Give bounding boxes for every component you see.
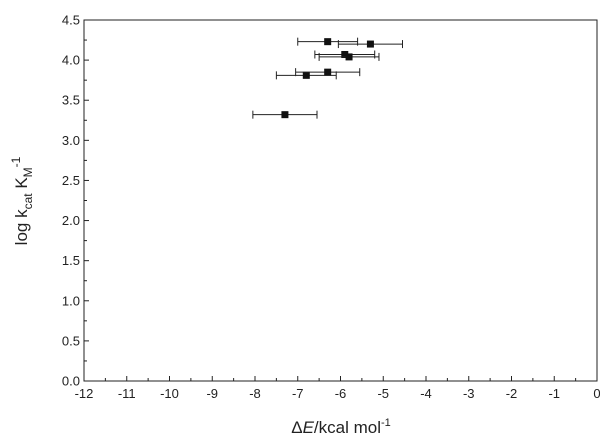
y-tick-label: 2.0 xyxy=(62,213,80,228)
y-tick-label: 4.0 xyxy=(62,53,80,68)
x-tick-label: 0 xyxy=(593,386,600,401)
y-tick-label: 4.5 xyxy=(62,13,80,28)
x-tick-label: -4 xyxy=(420,386,432,401)
square-marker xyxy=(345,53,353,61)
plot-frame xyxy=(83,19,598,382)
square-marker xyxy=(341,50,349,58)
plot-area-border xyxy=(83,19,598,382)
x-tick-label: -6 xyxy=(335,386,347,401)
data-points xyxy=(252,37,403,119)
data-point xyxy=(314,50,376,59)
data-point xyxy=(337,40,403,49)
x-tick-label: -2 xyxy=(506,386,518,401)
y-tick-label: 0.0 xyxy=(62,374,80,389)
x-tick-label: -1 xyxy=(548,386,560,401)
x-tick-label: -9 xyxy=(206,386,218,401)
y-axis-title: log kcat KM-1 xyxy=(9,156,35,245)
data-point xyxy=(295,68,361,77)
square-marker xyxy=(324,68,332,76)
data-point xyxy=(318,52,380,61)
y-tick-label: 3.5 xyxy=(62,93,80,108)
square-marker xyxy=(302,71,310,79)
x-tick-label: -12 xyxy=(75,386,94,401)
y-tick-label: 1.5 xyxy=(62,253,80,268)
x-tick-label: -8 xyxy=(249,386,261,401)
x-tick-label: -5 xyxy=(377,386,389,401)
x-tick-label: -7 xyxy=(292,386,304,401)
data-point xyxy=(252,110,318,119)
y-axis-ticks: 0.0 0.5 1.0 1.5 2.0 2.5 3.0 3.5 4.0 4.5 xyxy=(62,13,89,389)
x-axis-title: ΔE/kcal mol-1 xyxy=(291,417,391,437)
square-marker xyxy=(366,40,374,48)
square-marker xyxy=(281,111,289,119)
x-axis-ticks: -12 -11 -10 -9 -8 -7 -6 -5 -4 -3 -2 -1 0 xyxy=(75,376,600,401)
x-tick-label: -3 xyxy=(463,386,475,401)
x-tick-label: -10 xyxy=(160,386,179,401)
y-tick-label: 2.5 xyxy=(62,173,80,188)
y-tick-label: 1.0 xyxy=(62,293,80,308)
y-tick-label: 3.0 xyxy=(62,133,80,148)
y-tick-label: 0.5 xyxy=(62,333,80,348)
x-tick-label: -11 xyxy=(118,386,136,401)
square-marker xyxy=(324,38,332,46)
